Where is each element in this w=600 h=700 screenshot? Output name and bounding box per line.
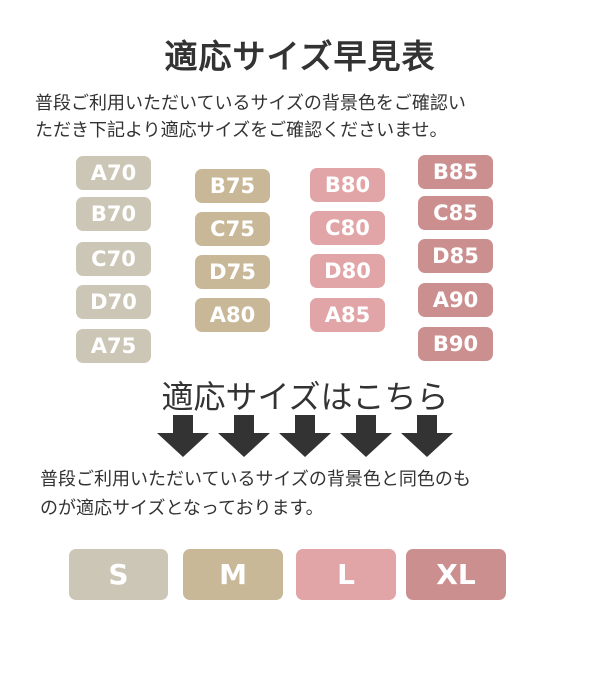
- page-title: 適応サイズ早見表: [164, 37, 436, 76]
- size-pill-d85: D85: [418, 239, 493, 273]
- size-pill-b70: B70: [76, 197, 151, 231]
- size-pill-d80: D80: [310, 254, 385, 288]
- arrow-down-icon: [218, 415, 270, 457]
- arrow-down-icon: [401, 415, 453, 457]
- size-pill-d75: D75: [195, 255, 270, 289]
- size-pill-b80: B80: [310, 168, 385, 202]
- size-pill-b75: B75: [195, 169, 270, 203]
- size-pill-a80: A80: [195, 298, 270, 332]
- size-s: S: [69, 549, 168, 600]
- size-pill-a70: A70: [76, 156, 151, 190]
- size-l: L: [296, 549, 396, 600]
- intro-line-1: 普段ご利用いただいているサイズの背景色をご確認い: [35, 93, 466, 114]
- size-pill-b85: B85: [418, 155, 493, 189]
- size-pill-c75: C75: [195, 212, 270, 246]
- size-pill-c70: C70: [76, 242, 151, 276]
- intro-line-2: ただき下記より適応サイズをご確認くださいませ。: [35, 120, 448, 141]
- size-pill-a75: A75: [76, 329, 151, 363]
- size-pill-d70: D70: [76, 285, 151, 319]
- arrow-down-icon: [279, 415, 331, 457]
- note-line-1: 普段ご利用いただいているサイズの背景色と同色のも: [40, 469, 471, 490]
- arrow-down-icon: [157, 415, 209, 457]
- size-xl: XL: [406, 549, 506, 600]
- size-m: M: [183, 549, 283, 600]
- subheading: 適応サイズはこちら: [161, 378, 449, 416]
- note-line-2: のが適応サイズとなっております。: [40, 498, 324, 519]
- size-pill-c85: C85: [418, 196, 493, 230]
- arrow-down-icon: [340, 415, 392, 457]
- size-pill-a90: A90: [418, 283, 493, 317]
- size-pill-c80: C80: [310, 211, 385, 245]
- size-pill-b90: B90: [418, 327, 493, 361]
- size-pill-a85: A85: [310, 298, 385, 332]
